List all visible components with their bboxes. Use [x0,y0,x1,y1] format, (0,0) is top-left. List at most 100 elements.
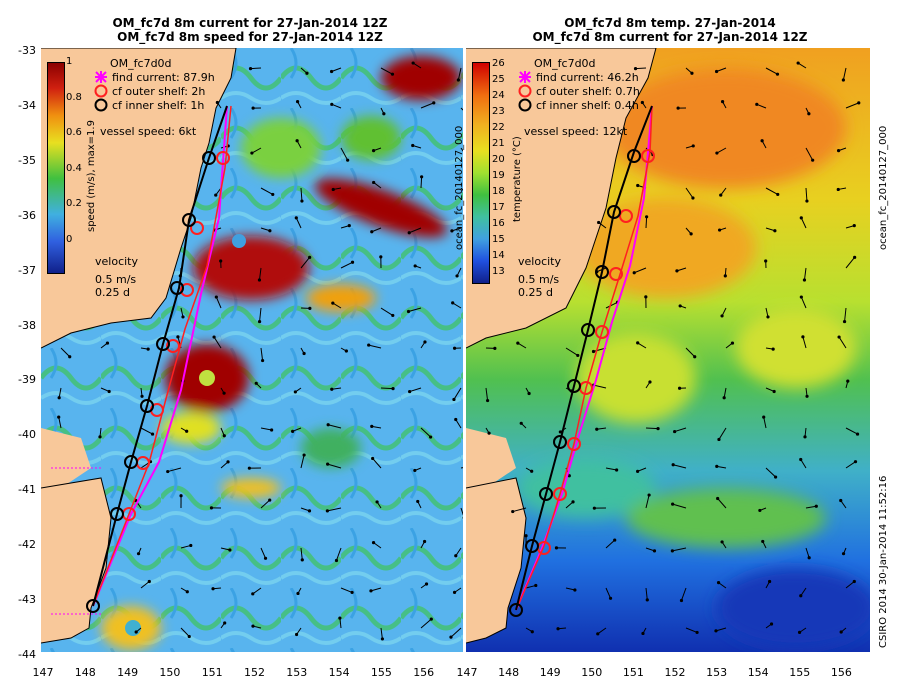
velocity-arrow-head [592,506,596,510]
velocity-arrow-head [416,499,420,504]
velocity-arrow [380,307,394,316]
velocity-arrow [328,424,342,429]
velocity-arrow-head [375,500,379,504]
velocity-arrow [340,261,353,269]
velocity-arrow [140,581,150,589]
velocity-arrow [838,336,847,349]
velocity-arrow-head [524,534,528,538]
x-axis-label: 153 [706,666,728,679]
velocity-arrow-head [271,192,275,197]
velocity-arrow-head [775,72,780,76]
velocity-arrow-head [450,229,454,233]
velocity-arrow-head [219,259,223,263]
right-model-label: OM_fc7d0d [534,57,596,70]
inner-shelf-route [515,105,653,611]
velocity-arrow [512,507,527,513]
velocity-arrow-head [633,67,638,71]
velocity-arrow-head [211,587,215,591]
left-legend-inner-text: cf inner shelf: 1h [112,98,205,112]
y-axis-label: -34 [18,98,36,112]
velocity-arrow [60,347,71,358]
velocity-arrow-head [641,631,645,636]
velocity-arrow [408,307,422,313]
velocity-arrow-head [645,215,649,219]
velocity-arrow-head [796,61,800,65]
velocity-arrow [842,67,847,81]
left-title-line2: OM_fc7d 8m speed for 27-Jan-2014 12Z [117,30,383,44]
velocity-arrow [765,67,778,75]
left-velocity-scale1: 0.5 m/s [95,273,137,286]
velocity-arrow [565,347,579,356]
velocity-arrow [756,103,767,109]
velocity-arrow-head [294,216,298,220]
velocity-arrow-head [676,106,680,110]
velocity-arrow-head [347,224,351,228]
velocity-arrow-head [179,494,183,498]
velocity-arrow [805,505,817,509]
velocity-arrow-head [647,493,651,497]
velocity-arrow [805,547,810,558]
temperature-map-panel[interactable] [466,48,870,652]
velocity-arrow-head [761,539,765,544]
velocity-arrow [259,307,262,322]
velocity-arrow-head [716,496,720,501]
velocity-arrow-head [214,193,218,197]
velocity-arrow-head [675,269,679,273]
velocity-arrow-head [371,456,375,461]
velocity-arrow [252,587,262,595]
x-axis-label: 154 [747,666,769,679]
velocity-arrow-head [407,231,411,235]
left-legend-outer: cf outer shelf: 2h [94,84,205,98]
velocity-arrow-head [720,314,724,318]
velocity-arrow [605,301,618,309]
velocity-arrow-head [57,415,61,419]
velocity-arrow-head [591,349,596,354]
velocity-arrow [258,267,262,281]
velocity-arrow-head [185,590,189,594]
colorbar-tick: 25 [492,74,505,85]
velocity-arrow [460,107,463,111]
colorbar-tick: 18 [492,186,505,197]
velocity-arrow-head [140,394,144,398]
colorbar-tick: 0.2 [66,198,82,210]
y-axis-label: -38 [18,318,36,332]
velocity-arrow-head [841,552,846,556]
x-axis-label: 156 [413,666,435,679]
outer-shelf-markers [122,151,230,521]
velocity-arrow-head [302,351,306,356]
velocity-arrow [250,67,262,70]
speed-map-panel[interactable] [41,48,463,652]
velocity-arrow [672,503,687,509]
velocity-arrow-head [136,552,141,556]
velocity-arrow [215,296,222,309]
velocity-arrow [803,267,807,281]
velocity-arrow-head [270,428,274,432]
velocity-arrow-head [853,460,858,464]
velocity-arrow-head [714,69,719,74]
right-velocity-title: velocity [518,255,561,268]
velocity-arrow-head [422,539,427,544]
velocity-arrow-head [449,635,453,639]
x-axis-label: 152 [664,666,686,679]
velocity-arrow-head [379,255,383,259]
velocity-arrow-head [576,353,580,358]
right-title-line2: OM_fc7d 8m current for 27-Jan-2014 12Z [532,30,808,44]
velocity-arrow [805,187,808,202]
inner-shelf-route [92,105,228,607]
velocity-arrow-head [695,630,699,635]
find-current-route [92,105,228,607]
inner-shelf-icon [94,98,108,112]
x-axis-label: 147 [32,666,54,679]
velocity-arrow-head [640,100,644,105]
velocity-arrow-head [187,634,191,639]
velocity-arrow-head [214,295,218,299]
velocity-arrow-head [511,509,515,514]
x-axis-label: 148 [498,666,520,679]
velocity-arrow-head [722,396,726,400]
velocity-arrow-head [134,630,138,634]
colorbar-tick: 22 [492,122,505,133]
velocity-arrow [645,216,648,229]
velocity-arrow-head [295,139,299,143]
velocity-arrow-head [455,274,459,278]
velocity-arrow [485,387,489,401]
